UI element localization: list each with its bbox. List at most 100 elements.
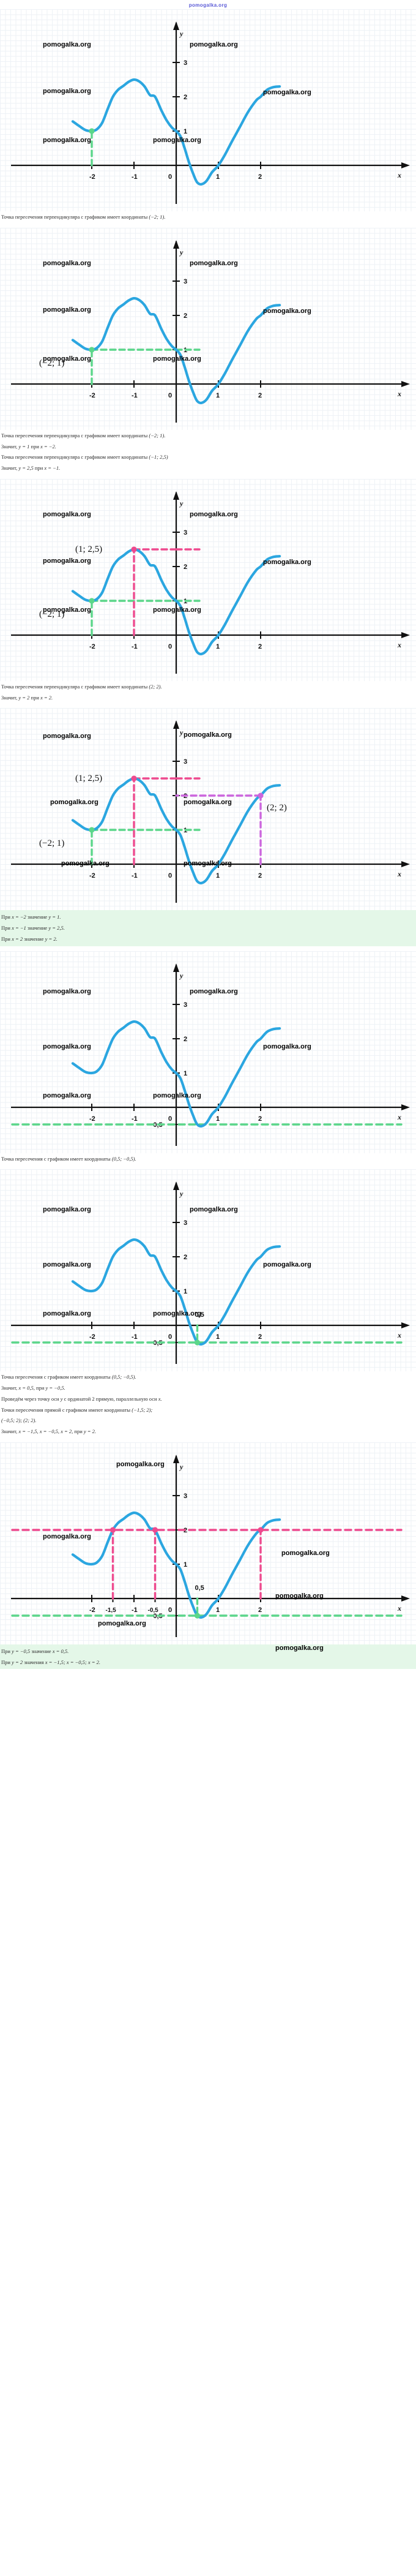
text-run: Значит, xyxy=(1,1385,19,1391)
math-expression: (2; 2). xyxy=(149,683,162,690)
spacer xyxy=(0,474,416,479)
y-tick-label: 3 xyxy=(184,1219,187,1227)
explanation-block: Точка пересечения с графиком имеет коорд… xyxy=(0,1371,416,1437)
x-axis-label: x xyxy=(397,1604,401,1613)
y-tick-label: 1 xyxy=(184,1288,187,1295)
math-expression: x = −1,5; x = −0,5; x = 2. xyxy=(45,1659,101,1665)
statement-line: При x = 2 значение y = 2. xyxy=(1,935,415,943)
x-tick-label: 0 xyxy=(168,173,172,181)
math-expression: x = −1 xyxy=(12,925,26,931)
x-tick-label: -2 xyxy=(89,1115,95,1123)
x-tick-label: -1 xyxy=(132,1115,138,1123)
text-run: Точка пересечения перпендикуляра с графи… xyxy=(1,454,149,461)
text-run: Точка пересечения с графиком имеет коорд… xyxy=(1,1155,112,1162)
y-tick-label-extra: −0,5 xyxy=(149,1613,163,1620)
text-run: При xyxy=(1,1648,12,1654)
x-tick-label: 0 xyxy=(168,643,172,650)
y-tick-label: 2 xyxy=(184,1036,187,1043)
function-curve xyxy=(71,1020,281,1128)
spacer xyxy=(0,1437,416,1442)
function-curve xyxy=(71,1238,281,1346)
y-tick-label: 2 xyxy=(184,312,187,320)
y-tick-label: 3 xyxy=(184,529,187,537)
y-axis-label: y xyxy=(179,29,184,38)
x-axis-label: x xyxy=(397,1113,401,1121)
x-tick-label-half: 0,5 xyxy=(195,1311,204,1319)
math-expression: x = −2. xyxy=(40,443,56,450)
text-run: при xyxy=(29,443,41,450)
text-run: с ординатой 2 прямую, параллельную оси xyxy=(62,1395,158,1402)
y-tick-label: 2 xyxy=(184,1254,187,1261)
text-run: Точка пересечения перпендикуляра с графи… xyxy=(1,683,149,690)
data-point xyxy=(110,1527,116,1533)
y-axis-label: y xyxy=(179,728,184,737)
math-expression: x = 0,5, xyxy=(18,1385,35,1391)
data-point xyxy=(89,128,95,134)
x-tick-label: -1 xyxy=(132,1333,138,1341)
statement-line: Значит, y = 2 при x = 2. xyxy=(1,694,415,702)
text-run: Значит, xyxy=(1,694,19,701)
x-tick-label: 1 xyxy=(216,1115,220,1123)
x-tick-label: 1 xyxy=(216,1606,220,1614)
chart-section-s6: x y -2 -1 0 1 2 0,5 1 2 3 −0,5 pomogalka.org pomogalk… xyxy=(0,1169,416,1372)
y-axis-label: y xyxy=(179,1189,184,1198)
text-run: при xyxy=(73,1428,84,1434)
function-curve xyxy=(71,1511,281,1619)
x-tick-label: 0 xyxy=(168,872,172,879)
x-tick-label: 1 xyxy=(216,1333,220,1341)
x-axis-label: x xyxy=(397,1331,401,1339)
statement-line: При y = 2 значения x = −1,5; x = −0,5; x… xyxy=(1,1659,415,1666)
math-expression: (−1,5; 2); xyxy=(132,1406,153,1413)
text-run: Точка пересечения с графиком имеет коорд… xyxy=(1,1374,112,1380)
function-curve xyxy=(71,777,281,885)
x-tick-label: -2 xyxy=(89,173,95,181)
x-axis-label: x xyxy=(397,641,401,649)
chart-section-s1: x y -2 -1 0 1 2 1 2 3 pomogalka.org pomogalka.org po… xyxy=(0,9,416,211)
x-tick-label: 0 xyxy=(168,1333,172,1341)
math-expression: x. xyxy=(158,1395,162,1402)
math-expression: y = 2. xyxy=(83,1428,97,1434)
axes xyxy=(11,1454,410,1637)
statement-line: Точка пересечения перпендикуляра с графи… xyxy=(1,432,415,440)
data-point xyxy=(131,775,137,781)
y-tick-label: 3 xyxy=(184,1493,187,1500)
text-run: значение xyxy=(23,935,45,942)
math-expression: y = −0,5. xyxy=(45,1385,65,1391)
x-tick-label: 2 xyxy=(258,173,262,181)
data-point xyxy=(194,1339,201,1346)
x-axis-label: x xyxy=(397,390,401,398)
math-expression: (0,5; −0,5). xyxy=(111,1155,136,1162)
text-run: Значит, xyxy=(1,1428,19,1434)
math-expression: x = 2 xyxy=(12,935,23,942)
function-curve xyxy=(71,78,281,186)
page-content: x y -2 -1 0 1 2 1 2 3 pomogalka.org pomogalka.org po… xyxy=(0,9,416,1674)
math-expression: (−1; 2,5) xyxy=(149,454,168,461)
spacer xyxy=(0,703,416,708)
x-tick-label: 1 xyxy=(216,643,220,650)
math-expression: y = 1. xyxy=(48,914,61,921)
top-watermark: pomogalka.org xyxy=(188,2,228,8)
x-tick-label: -1 xyxy=(132,392,138,399)
y-tick-label-extra: −0,5 xyxy=(149,1121,163,1129)
explanation-block: Точка пересечения перпендикуляра с графи… xyxy=(0,211,416,223)
statement-line: При y = −0,5 значение x = 0,5. xyxy=(1,1648,415,1655)
text-run: При xyxy=(1,925,12,931)
statement-line: При x = −2 значение y = 1. xyxy=(1,913,415,921)
math-expression: y xyxy=(60,1395,63,1402)
text-run: При xyxy=(1,1659,12,1665)
y-tick-label: 3 xyxy=(184,758,187,766)
explanation-block: Точка пересечения перпендикуляра с графи… xyxy=(0,430,416,474)
axes xyxy=(11,963,410,1146)
statement-line: Значит, y = 1 при x = −2. xyxy=(1,443,415,451)
text-run: Значит, xyxy=(1,465,19,471)
statement-line: Значит, x = −1,5, x = −0,5, x = 2, при y… xyxy=(1,1428,415,1436)
text-run: При xyxy=(1,935,12,942)
x-axis-label: x xyxy=(397,171,401,179)
text-run: значение xyxy=(26,925,49,931)
y-tick-label: 3 xyxy=(184,1001,187,1009)
statement-line: Точка пересечения с графиком имеет коорд… xyxy=(1,1373,415,1381)
